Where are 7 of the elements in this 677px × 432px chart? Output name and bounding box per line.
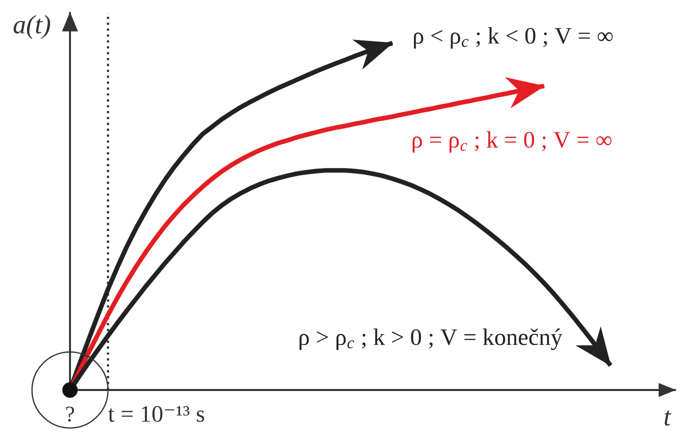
- legend-label: ρ > ρ$_{c}$ ; k > 0 ; V = konečný: [300, 328, 562, 350]
- text: ?: [66, 406, 74, 422]
- series-label: ρ = ρ$_{c}$ ; k = 0 ; V = ∞: [412, 131, 612, 153]
- text: t = 10⁻¹³ s: [108, 406, 204, 422]
- x-axis-title: t: [664, 410, 672, 426]
- y-axis-title: a(t): [14, 14, 50, 39]
- series-label: ρ < ρ$_{c}$ ; k < 0 ; V = ∞: [414, 27, 613, 49]
